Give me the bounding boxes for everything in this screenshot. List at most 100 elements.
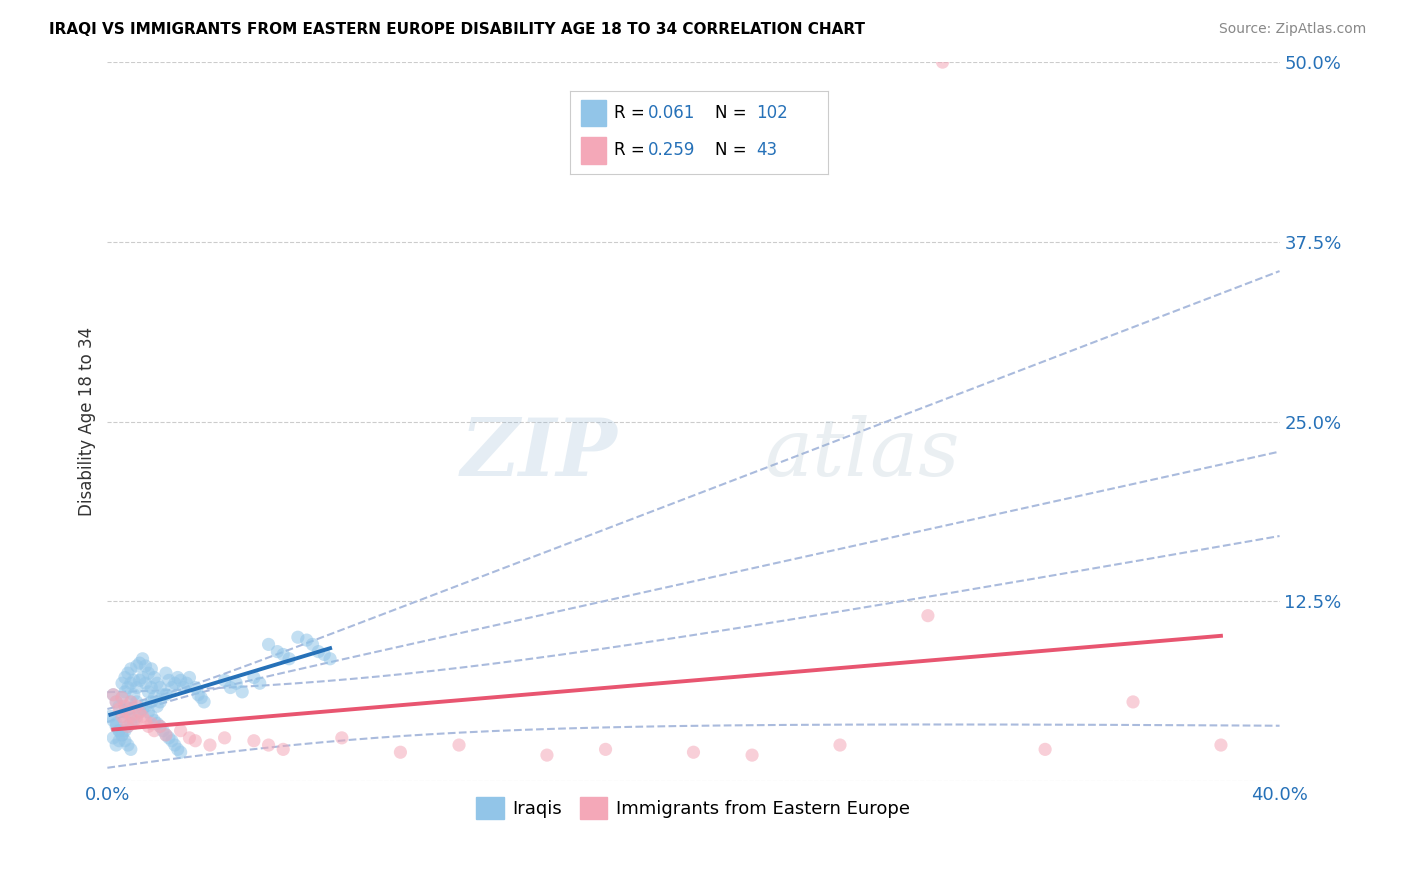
Point <box>111 690 134 705</box>
Point <box>155 728 177 742</box>
Point <box>120 695 142 709</box>
Point <box>193 695 215 709</box>
Y-axis label: Disability Age 18 to 34: Disability Age 18 to 34 <box>79 327 96 516</box>
Point <box>125 699 148 714</box>
Point <box>111 676 134 690</box>
Point <box>1209 738 1232 752</box>
Point <box>155 688 177 702</box>
Point <box>146 716 169 731</box>
Point <box>134 699 156 714</box>
Point <box>125 659 148 673</box>
Point <box>155 728 177 742</box>
Point <box>131 671 153 685</box>
Point <box>103 688 125 702</box>
Point <box>163 738 186 752</box>
Point <box>131 702 153 716</box>
Point <box>120 662 142 676</box>
Text: Source: ZipAtlas.com: Source: ZipAtlas.com <box>1219 22 1367 37</box>
Point <box>103 714 125 728</box>
Point <box>125 681 148 695</box>
Point <box>143 671 166 685</box>
Point <box>152 688 174 702</box>
Point <box>243 733 266 747</box>
Point <box>108 733 131 747</box>
Point <box>536 748 558 763</box>
Text: ZIP: ZIP <box>460 415 617 492</box>
Point <box>125 709 148 723</box>
Point <box>143 690 166 705</box>
Point <box>917 608 939 623</box>
Point <box>330 731 353 745</box>
Point <box>141 716 163 731</box>
Point <box>190 690 212 705</box>
Point <box>117 719 139 733</box>
Point <box>122 673 145 688</box>
Point <box>98 709 121 723</box>
Point <box>120 716 142 731</box>
Point <box>157 673 180 688</box>
Point <box>141 709 163 723</box>
Point <box>111 690 134 705</box>
Point <box>146 676 169 690</box>
Point <box>152 723 174 738</box>
Point <box>157 731 180 745</box>
Point <box>128 705 150 719</box>
Point <box>108 723 131 738</box>
Point <box>128 673 150 688</box>
Point <box>103 731 125 745</box>
Point <box>187 688 209 702</box>
Point <box>141 695 163 709</box>
Point <box>117 681 139 695</box>
Point <box>122 714 145 728</box>
Point <box>117 666 139 681</box>
Point <box>117 705 139 719</box>
Point <box>271 742 294 756</box>
Point <box>287 630 309 644</box>
Text: IRAQI VS IMMIGRANTS FROM EASTERN EUROPE DISABILITY AGE 18 TO 34 CORRELATION CHAR: IRAQI VS IMMIGRANTS FROM EASTERN EUROPE … <box>49 22 865 37</box>
Point <box>114 705 136 719</box>
Point <box>114 671 136 685</box>
Point <box>120 709 142 723</box>
Point <box>114 714 136 728</box>
Point <box>111 728 134 742</box>
Text: atlas: atlas <box>763 415 959 492</box>
Point <box>131 709 153 723</box>
Point <box>120 676 142 690</box>
Point <box>128 705 150 719</box>
Point <box>166 671 188 685</box>
Point <box>271 648 294 662</box>
Point <box>169 673 191 688</box>
Point <box>931 55 953 70</box>
Point <box>169 745 191 759</box>
Point <box>243 671 266 685</box>
Point <box>682 745 704 759</box>
Point <box>184 681 207 695</box>
Point <box>114 723 136 738</box>
Point <box>160 681 183 695</box>
Point <box>1122 695 1144 709</box>
Point <box>117 719 139 733</box>
Point <box>301 637 323 651</box>
Point <box>143 723 166 738</box>
Point <box>149 681 172 695</box>
Point <box>138 719 160 733</box>
Point <box>319 652 342 666</box>
Point <box>149 695 172 709</box>
Point <box>198 738 221 752</box>
Point <box>295 633 318 648</box>
Point <box>108 723 131 738</box>
Point <box>141 662 163 676</box>
Point <box>131 652 153 666</box>
Point <box>105 719 128 733</box>
Point <box>128 656 150 670</box>
Point <box>173 681 195 695</box>
Point <box>105 738 128 752</box>
Point <box>389 745 412 759</box>
Point <box>134 659 156 673</box>
Point <box>257 637 280 651</box>
Point <box>111 728 134 742</box>
Point <box>141 681 163 695</box>
Point <box>117 738 139 752</box>
Point <box>138 666 160 681</box>
Point <box>214 673 236 688</box>
